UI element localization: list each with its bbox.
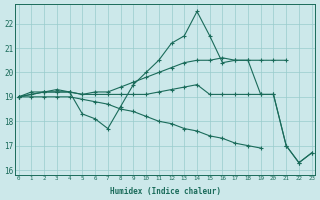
X-axis label: Humidex (Indice chaleur): Humidex (Indice chaleur)	[110, 187, 221, 196]
